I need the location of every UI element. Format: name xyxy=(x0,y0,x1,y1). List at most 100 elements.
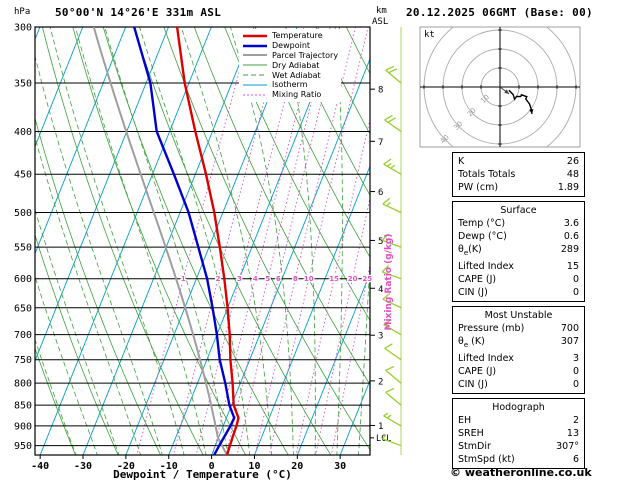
svg-text:3: 3 xyxy=(237,275,242,283)
pressure-unit-label: hPa xyxy=(14,7,31,17)
svg-text:20: 20 xyxy=(348,275,358,283)
pressure-tick-label: 350 xyxy=(14,78,32,89)
table-row-value: 2 xyxy=(572,414,579,426)
table-row: Lifted Index 15 xyxy=(458,260,579,273)
legend-label: Isotherm xyxy=(272,80,308,90)
table-row: StmDir 307° xyxy=(458,440,579,453)
pressure-tick-label: 800 xyxy=(14,379,32,390)
table-row-value: 3 xyxy=(572,352,579,364)
plot-border xyxy=(34,26,371,456)
mixing-ratio-value-labels: 1 2 3 4 5 6 8 10 15 20 25 xyxy=(180,274,374,285)
svg-text:4: 4 xyxy=(253,275,258,283)
table-header: Surface xyxy=(500,205,537,216)
legend-item: Wet Adiabat xyxy=(242,70,338,80)
legend-item: Mixing Ratio xyxy=(242,90,338,100)
legend-label: Dewpoint xyxy=(272,41,311,51)
legend-label: Mixing Ratio xyxy=(272,90,322,100)
mixing-ratio-axis-label: Mixing Ratio (g/kg) xyxy=(384,233,394,331)
table-row: EH 2 xyxy=(458,414,579,427)
svg-text:8: 8 xyxy=(293,275,298,283)
svg-text:15: 15 xyxy=(329,275,339,283)
table-row-value: 0 xyxy=(572,365,579,377)
table-row: CAPE (J) 0 xyxy=(458,273,579,286)
svg-text:-10: -10 xyxy=(160,461,178,472)
table-row-label: CIN (J) xyxy=(458,286,488,298)
pressure-tick-label: 400 xyxy=(14,127,32,138)
pressure-tick-label: 650 xyxy=(14,303,32,314)
dewpoint-curve xyxy=(133,27,236,455)
table-row-label: K xyxy=(458,156,465,167)
table-row-label: SREH xyxy=(458,427,484,439)
pressure-tick-label: 750 xyxy=(14,355,32,366)
table-row-label: StmSpd (kt) xyxy=(458,453,515,465)
table-row-value: 289 xyxy=(560,244,579,255)
table-row-value: 3.6 xyxy=(563,218,579,229)
table-row-label: StmDir xyxy=(458,440,491,452)
table-row-value: 0 xyxy=(572,286,579,298)
pressure-tick-label: 450 xyxy=(14,170,32,181)
table-row-value: 0 xyxy=(572,378,579,390)
table-row-label: Lifted Index xyxy=(458,352,514,364)
legend-label: Dry Adiabat xyxy=(272,60,320,70)
asl-axis-label: ASL xyxy=(372,17,389,27)
svg-text:10: 10 xyxy=(479,93,491,105)
svg-text:10: 10 xyxy=(248,461,260,472)
legend-item: Isotherm xyxy=(242,80,338,90)
table-row-label: PW (cm) xyxy=(458,182,499,193)
x-axis-label: Dewpoint / Temperature (°C) xyxy=(113,468,292,481)
hodograph-trace xyxy=(508,89,533,115)
svg-text:6: 6 xyxy=(276,275,281,283)
indices-panel: K 26 Totals Totals 48 PW (cm) 1.89 Surface Temp… xyxy=(452,152,585,469)
table-header: Hodograph xyxy=(492,401,545,413)
table-row: SREH 13 xyxy=(458,427,579,440)
table-row-label: θe (K) xyxy=(458,335,485,349)
temperature-curve xyxy=(175,27,240,455)
table-row-value: 0.6 xyxy=(563,231,579,242)
pressure-tick-label: 950 xyxy=(14,441,32,452)
km-axis-label: km xyxy=(376,6,387,16)
table-row: CIN (J) 0 xyxy=(458,286,579,299)
legend-line-swatch xyxy=(243,54,267,57)
table-row-value: 13 xyxy=(566,427,579,439)
pressure-tick-label: 550 xyxy=(14,243,32,254)
table-row-label: CAPE (J) xyxy=(458,365,497,377)
legend-line-swatch xyxy=(243,44,267,47)
table-row: Totals Totals 48 xyxy=(458,168,579,181)
table-row: CIN (J) 0 xyxy=(458,378,579,391)
table-row-value: 48 xyxy=(566,169,579,180)
legend-item: Dewpoint xyxy=(242,41,338,51)
table-row-label: Pressure (mb) xyxy=(458,322,525,334)
table-row: Lifted Index 3 xyxy=(458,352,579,365)
parcel-trajectory-curve xyxy=(92,27,228,455)
svg-text:20: 20 xyxy=(291,461,303,472)
svg-text:10: 10 xyxy=(304,275,314,283)
table-row-value: 6 xyxy=(572,453,579,465)
svg-text:5: 5 xyxy=(378,237,383,247)
svg-text:1: 1 xyxy=(378,422,383,432)
pressure-tick-label: 850 xyxy=(14,401,32,412)
indices-table: Surface Temp (°C) 3.6 Dewp (°C) 0.6 θe(K) 289 L… xyxy=(452,201,585,302)
svg-text:20: 20 xyxy=(466,106,478,118)
station-title: 50°00'N 14°26'E 331m ASL xyxy=(55,6,222,19)
legend-line-swatch xyxy=(243,94,267,96)
pressure-tick-label: 500 xyxy=(14,208,32,219)
wind-barbs xyxy=(381,27,402,455)
svg-text:3: 3 xyxy=(378,332,383,342)
svg-text:40: 40 xyxy=(439,133,451,145)
legend-line-swatch xyxy=(243,64,267,66)
legend-label: Parcel Trajectory xyxy=(272,50,339,60)
legend-label: Wet Adiabat xyxy=(272,70,321,80)
table-row: Temp (°C) 3.6 xyxy=(458,217,579,230)
table-row-value: 0 xyxy=(572,273,579,285)
table-row: Dewp (°C) 0.6 xyxy=(458,230,579,243)
table-row-value: 15 xyxy=(566,260,579,272)
svg-text:-30: -30 xyxy=(74,461,92,472)
svg-text:30: 30 xyxy=(334,461,346,472)
svg-text:5: 5 xyxy=(265,275,270,283)
table-row-value: 26 xyxy=(566,156,579,167)
table-row-value: 700 xyxy=(560,322,579,334)
table-row: StmSpd (kt) 6 xyxy=(458,453,579,466)
